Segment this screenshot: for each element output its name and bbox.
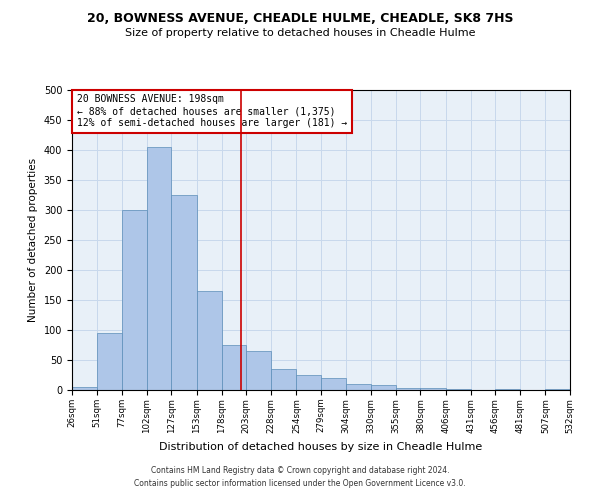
Bar: [197, 291, 221, 390]
Bar: [421, 388, 446, 390]
Bar: [371, 385, 396, 390]
Bar: [172, 195, 197, 390]
Bar: [246, 351, 271, 390]
Bar: [221, 345, 246, 390]
Bar: [97, 333, 122, 390]
Bar: [545, 389, 570, 390]
Text: Contains HM Land Registry data © Crown copyright and database right 2024.
Contai: Contains HM Land Registry data © Crown c…: [134, 466, 466, 487]
Bar: [495, 389, 520, 390]
Bar: [321, 378, 346, 390]
Bar: [72, 387, 97, 390]
Bar: [147, 147, 172, 390]
Bar: [396, 388, 421, 390]
Bar: [446, 389, 470, 390]
Bar: [122, 210, 147, 390]
Text: Size of property relative to detached houses in Cheadle Hulme: Size of property relative to detached ho…: [125, 28, 475, 38]
Y-axis label: Number of detached properties: Number of detached properties: [28, 158, 38, 322]
Bar: [271, 369, 296, 390]
Bar: [296, 375, 321, 390]
Bar: [346, 384, 371, 390]
Text: 20, BOWNESS AVENUE, CHEADLE HULME, CHEADLE, SK8 7HS: 20, BOWNESS AVENUE, CHEADLE HULME, CHEAD…: [87, 12, 513, 26]
Text: 20 BOWNESS AVENUE: 198sqm
← 88% of detached houses are smaller (1,375)
12% of se: 20 BOWNESS AVENUE: 198sqm ← 88% of detac…: [77, 94, 347, 128]
Text: Distribution of detached houses by size in Cheadle Hulme: Distribution of detached houses by size …: [160, 442, 482, 452]
